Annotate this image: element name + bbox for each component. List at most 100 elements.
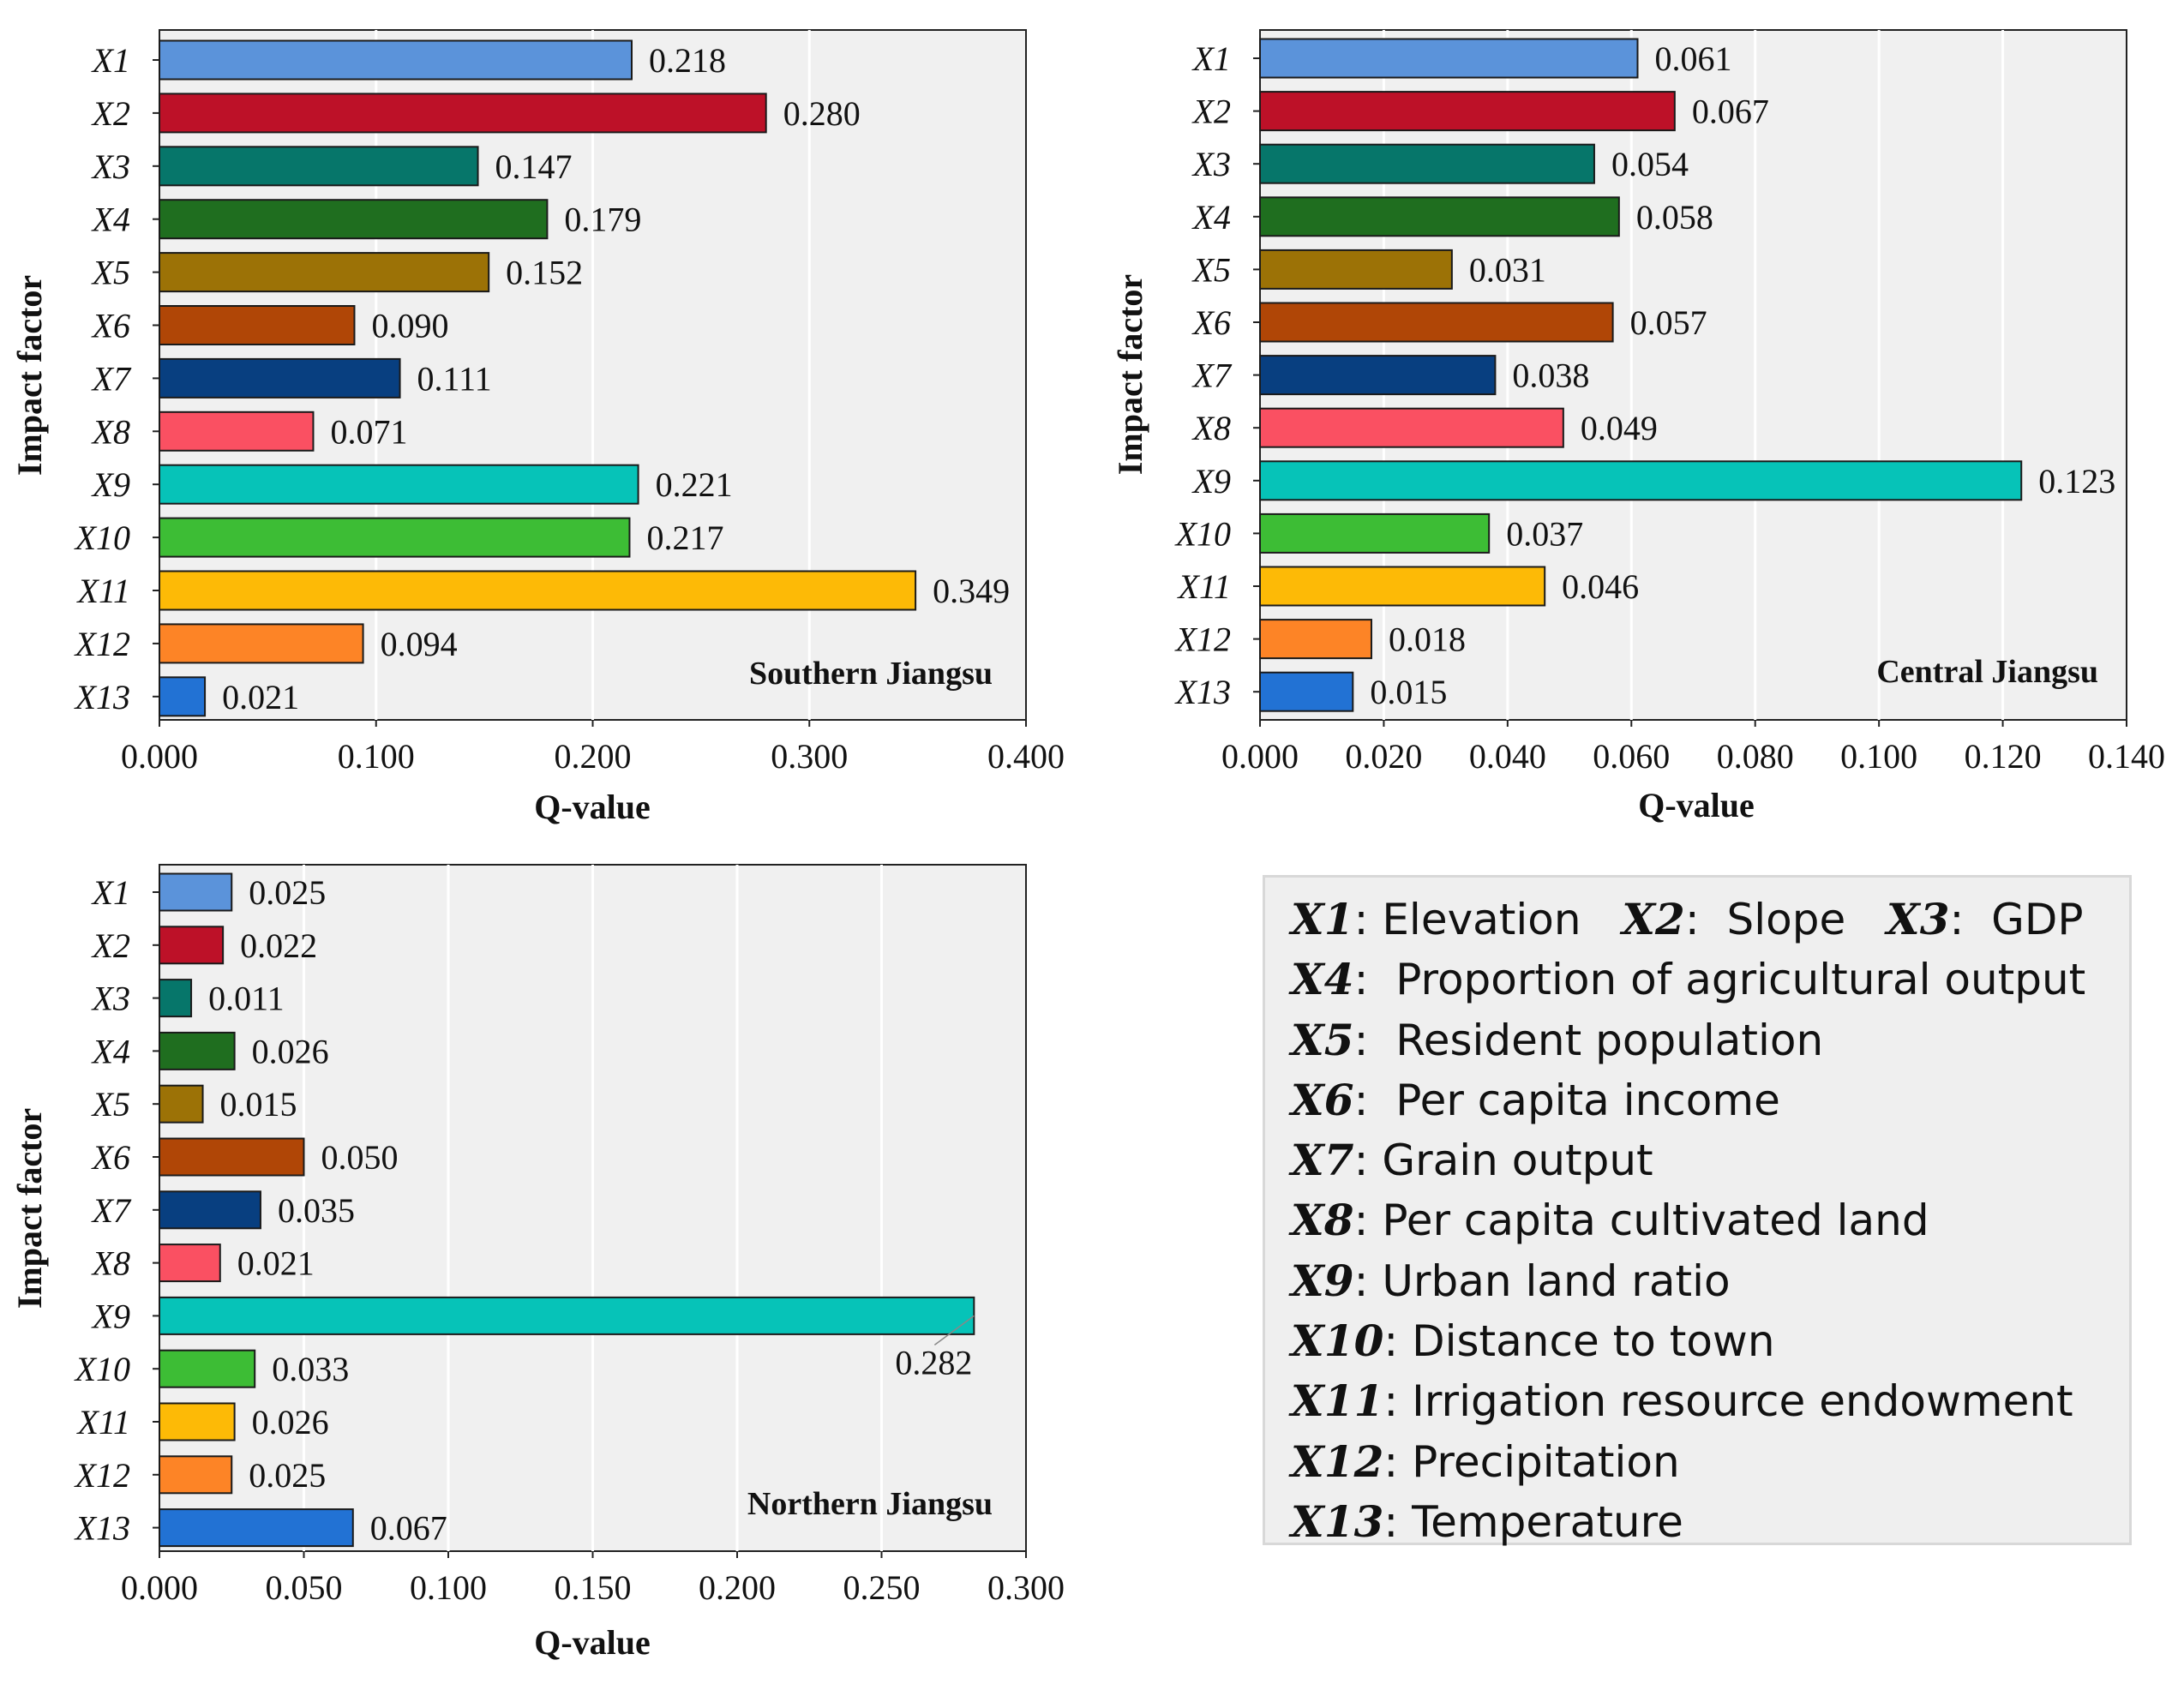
value-label: 0.217 (646, 518, 723, 557)
value-label: 0.349 (933, 572, 1010, 610)
x-tick-label: 0.200 (699, 1568, 776, 1607)
legend-item: X5: Resident population (1291, 1010, 2129, 1070)
category-label: X4 (91, 201, 130, 239)
x-axis-title: Q-value (534, 788, 651, 826)
value-label: 0.021 (237, 1244, 315, 1283)
bar-X10 (159, 1349, 256, 1388)
category-label: X11 (76, 1403, 130, 1441)
legend-item: X8: Per capita cultivated land (1291, 1190, 2129, 1250)
bar-X9 (159, 464, 639, 505)
category-label: X7 (1191, 357, 1233, 395)
category-label: X9 (91, 1297, 130, 1335)
bar-X6 (1259, 302, 1614, 343)
value-label: 0.033 (272, 1350, 349, 1388)
value-label: 0.057 (1630, 303, 1707, 342)
legend-text: : Per capita cultivated land (1353, 1196, 1929, 1246)
category-label: X7 (91, 359, 132, 398)
value-label: 0.280 (783, 94, 861, 133)
x-tick-label: 0.100 (338, 737, 415, 776)
chart-northern: 0.000 0.050 0.100 0.150 0.200 0.250 0.300 X1 0.0… (10, 864, 1065, 1662)
category-label: X5 (1191, 250, 1231, 289)
x-tick-label: 0.060 (1593, 737, 1670, 776)
region-label: Central Jiangsu (1876, 654, 2098, 690)
value-label: 0.147 (495, 147, 573, 186)
value-label: 0.111 (417, 359, 492, 398)
x-tick-label: 0.150 (555, 1568, 632, 1607)
bar-X7 (159, 357, 401, 399)
bar-X9 (1259, 460, 2023, 501)
value-label: 0.025 (249, 873, 326, 912)
bar-X4 (159, 199, 549, 240)
value-label: 0.015 (1370, 673, 1447, 711)
region-label: Northern Jiangsu (747, 1486, 993, 1522)
value-label: 0.050 (321, 1138, 399, 1177)
x-tick-label: 0.400 (987, 737, 1065, 776)
category-label: X4 (91, 1032, 130, 1070)
legend-text: : Per capita income (1353, 1075, 1780, 1125)
x-tick-label: 0.020 (1345, 737, 1422, 776)
category-label: X8 (91, 1244, 130, 1283)
legend-key: X6 (1291, 1074, 1354, 1125)
value-label: 0.058 (1636, 198, 1713, 237)
bar-X8 (1259, 407, 1564, 448)
bar-X2 (159, 926, 225, 965)
bar-X1 (159, 39, 633, 81)
x-tick-label: 0.140 (2088, 737, 2165, 776)
legend: X1: Elevation X2: Slope X3: GDP X4: Propo… (1263, 875, 2132, 1547)
legend-text: : Temperature (1383, 1496, 1683, 1547)
bar-X10 (1259, 512, 1491, 554)
x-tick-label: 0.050 (266, 1568, 343, 1607)
bar-X10 (159, 517, 631, 558)
x-tick-label: 0.300 (987, 1568, 1065, 1607)
category-label: X12 (1174, 620, 1231, 659)
value-label: 0.061 (1655, 39, 1732, 78)
legend-item: X6: Per capita income (1291, 1070, 2129, 1130)
bar-X13 (159, 1508, 354, 1548)
bar-X5 (159, 252, 490, 293)
category-label: X1 (91, 873, 130, 912)
bar-X2 (159, 93, 767, 134)
chart-southern: 0.000 0.100 0.200 0.300 0.400 X1 0.218 X2 0.280 X… (10, 29, 1065, 826)
bar-X6 (159, 1137, 305, 1177)
legend-key: X3 (1886, 894, 1950, 944)
category-label: X13 (74, 678, 130, 716)
bar-X7 (1259, 355, 1497, 396)
x-axis-title: Q-value (534, 1623, 651, 1662)
legend-text: : Resident population (1353, 1015, 1824, 1065)
value-label: 0.018 (1389, 620, 1466, 659)
category-label: X12 (74, 1456, 130, 1495)
value-label: 0.152 (506, 254, 583, 292)
category-label: X5 (91, 254, 130, 292)
x-tick-label: 0.000 (1221, 737, 1299, 776)
category-label: X13 (74, 1509, 130, 1548)
category-label: X5 (91, 1085, 130, 1124)
value-label: 0.221 (656, 465, 733, 504)
legend-text: : Proportion of agricultural output (1353, 955, 2086, 1005)
value-label: 0.022 (240, 926, 317, 965)
legend-key: X5 (1291, 1014, 1354, 1065)
category-label: X6 (1191, 303, 1231, 342)
legend-key: X11 (1291, 1375, 1384, 1427)
value-label: 0.094 (381, 625, 458, 663)
bar-X11 (159, 1402, 236, 1441)
legend-key: X4 (1291, 954, 1354, 1005)
x-tick-label: 0.100 (1840, 737, 1917, 776)
bar-X1 (159, 872, 233, 912)
value-label: 0.054 (1611, 145, 1689, 183)
bar-X1 (1259, 38, 1639, 79)
x-tick-label: 0.250 (843, 1568, 921, 1607)
value-label: 0.071 (330, 412, 407, 451)
legend-item: X9: Urban land ratio (1291, 1251, 2129, 1311)
y-axis-title: Impact factor (1111, 274, 1149, 475)
category-label: X10 (74, 518, 130, 557)
category-label: X4 (1191, 198, 1231, 237)
x-tick-label: 0.000 (121, 1568, 198, 1607)
x-tick-label: 0.080 (1717, 737, 1794, 776)
category-label: X3 (91, 980, 130, 1018)
value-label: 0.035 (278, 1191, 355, 1230)
bar-X4 (1259, 196, 1620, 237)
bar-X7 (159, 1190, 261, 1230)
value-label: 0.046 (1562, 567, 1639, 606)
bar-X6 (159, 305, 356, 345)
